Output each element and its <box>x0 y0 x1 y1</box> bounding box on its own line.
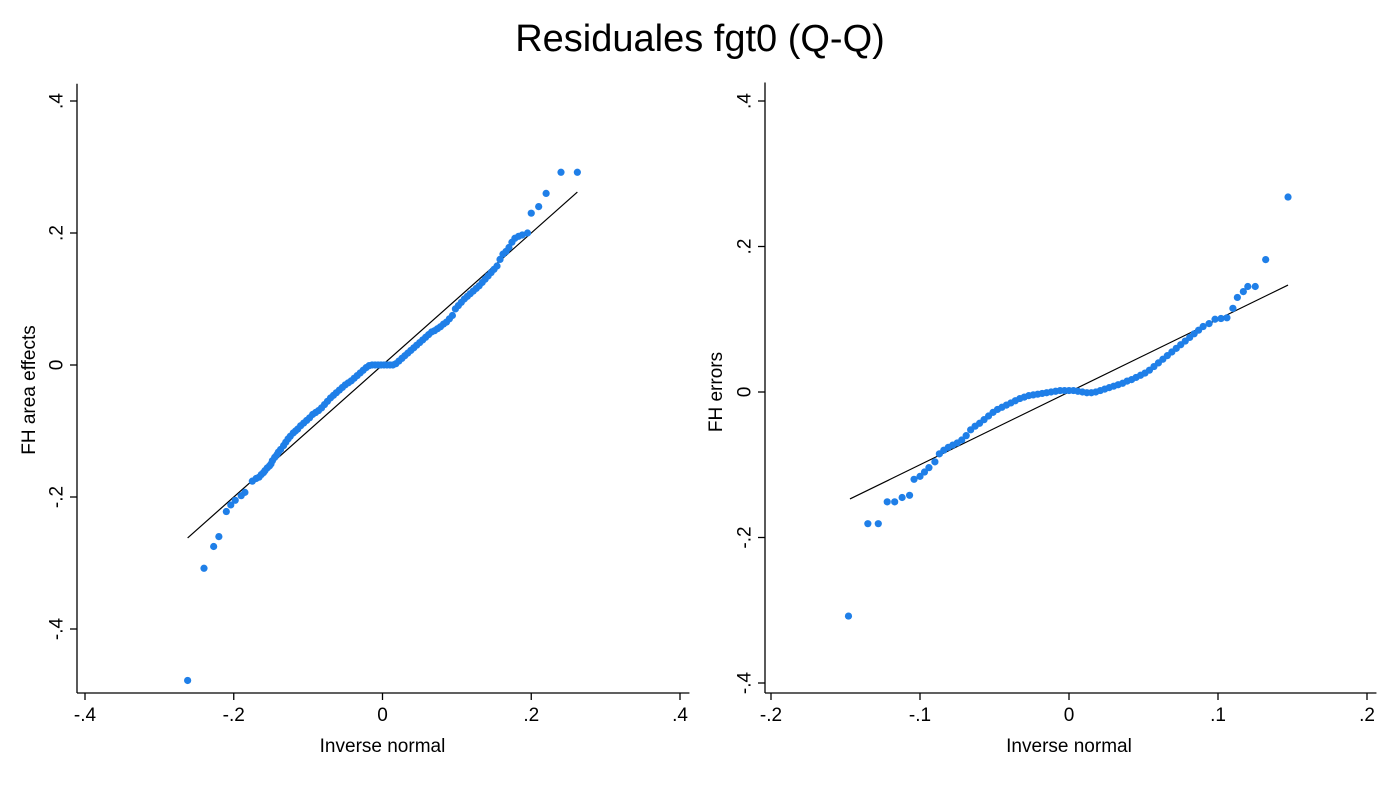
y-axis-title: FH errors <box>706 352 727 432</box>
data-point <box>920 468 929 476</box>
data-point <box>527 209 535 217</box>
data-point <box>231 496 239 504</box>
x-tick-label: .2 <box>1359 705 1375 726</box>
data-point <box>1229 304 1237 312</box>
data-point <box>227 501 235 509</box>
x-tick-label: -.2 <box>223 705 245 726</box>
y-tick-label: -.2 <box>735 526 756 548</box>
data-point <box>535 203 543 211</box>
x-tick-label: 0 <box>1064 705 1075 726</box>
data-point <box>1262 255 1270 264</box>
x-tick-label: -.4 <box>74 705 97 726</box>
data-point <box>1244 282 1252 291</box>
y-tick-label: -.2 <box>47 486 68 508</box>
x-axis-title: Inverse normal <box>320 736 446 757</box>
y-tick-label: .2 <box>47 225 68 241</box>
data-point <box>910 475 918 483</box>
data-point <box>505 243 513 252</box>
x-tick-label: .4 <box>672 705 688 726</box>
y-tick-label: .4 <box>47 93 68 109</box>
data-point <box>1233 293 1241 302</box>
x-axis-title: Inverse normal <box>1006 736 1132 757</box>
data-point <box>1223 314 1231 322</box>
data-point <box>891 498 899 506</box>
data-point <box>931 458 939 466</box>
y-tick-label: -.4 <box>735 671 756 694</box>
data-point <box>557 168 565 176</box>
data-point <box>1217 314 1225 323</box>
data-point <box>542 189 550 197</box>
y-tick-label: .2 <box>735 239 756 255</box>
data-point <box>222 507 230 516</box>
x-tick-label: .1 <box>1210 705 1226 726</box>
data-point <box>958 436 966 444</box>
data-point <box>184 676 192 685</box>
x-tick-label: -.2 <box>760 705 782 726</box>
data-point <box>1284 193 1292 201</box>
data-point <box>1251 282 1259 291</box>
data-point <box>200 564 208 572</box>
qq-panel-area-effects: -.4 -.2 0 .2 .4 -.4 -.2 0 .2 .4 Inverse normal FH a… <box>19 83 690 757</box>
data-point <box>1205 320 1213 328</box>
y-tick-label: .4 <box>735 93 756 109</box>
data-point <box>241 488 249 496</box>
data-point <box>210 542 218 551</box>
x-tick-label: -.1 <box>909 705 931 726</box>
data-point <box>1211 315 1219 323</box>
y-tick-label: 0 <box>735 387 756 398</box>
data-point <box>448 311 457 320</box>
data-point <box>523 229 532 237</box>
data-point <box>573 168 581 176</box>
data-point <box>215 533 223 541</box>
chart-title: Residuales fgt0 (Q-Q) <box>515 18 885 60</box>
data-point <box>905 491 914 499</box>
data-point <box>883 498 891 506</box>
x-tick-label: .2 <box>523 705 539 726</box>
data-point <box>898 493 906 502</box>
data-point <box>1239 288 1247 296</box>
y-axis-title: FH area effects <box>19 325 40 455</box>
y-tick-label: -.4 <box>47 617 68 640</box>
data-point <box>1199 322 1207 331</box>
y-tick-label: 0 <box>47 360 68 371</box>
data-point <box>925 464 933 472</box>
data-point <box>962 432 970 440</box>
data-point <box>874 520 882 528</box>
data-point <box>844 612 853 620</box>
data-point <box>493 262 501 270</box>
x-tick-label: 0 <box>377 705 388 726</box>
data-point <box>864 520 872 528</box>
data-point <box>496 255 504 263</box>
data-point <box>916 472 924 480</box>
